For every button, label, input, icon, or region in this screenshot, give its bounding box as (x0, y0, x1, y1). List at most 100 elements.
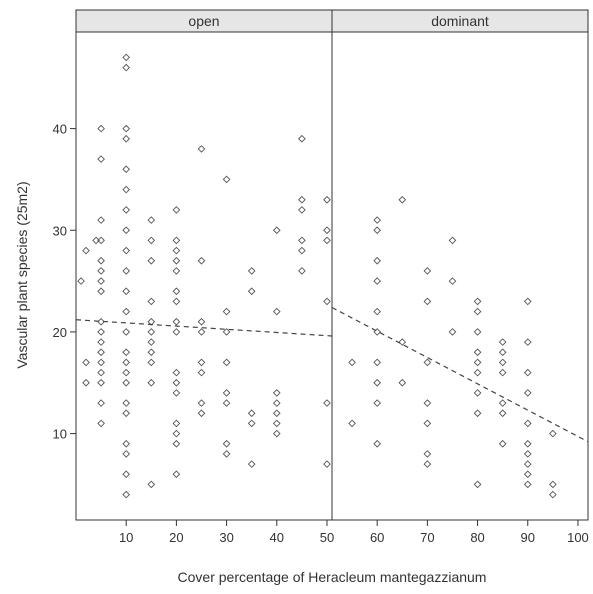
data-point (373, 307, 382, 316)
x-axis-label: Cover percentage of Heracleum mantegazzi… (178, 569, 487, 585)
data-point (172, 378, 181, 387)
data-point (323, 226, 331, 235)
data-point (122, 287, 131, 296)
data-point (172, 267, 181, 275)
data-point (222, 307, 231, 316)
data-point (97, 216, 105, 224)
data-point (122, 307, 131, 316)
data-point (222, 399, 231, 407)
data-point (122, 124, 131, 133)
data-point (523, 439, 532, 448)
data-point (423, 450, 432, 458)
data-point (348, 419, 356, 428)
y-tick-label: 40 (53, 122, 67, 137)
x-tick-label: 60 (370, 530, 384, 545)
data-point (498, 368, 507, 377)
y-tick-label: 30 (53, 223, 67, 238)
data-point (473, 368, 482, 377)
data-point (423, 419, 432, 428)
data-point (523, 460, 532, 468)
data-point (222, 389, 231, 397)
data-point (97, 348, 105, 357)
data-point (122, 328, 131, 336)
data-point (197, 145, 206, 153)
data-point (147, 358, 156, 367)
data-point (423, 267, 432, 275)
data-point (323, 195, 331, 204)
data-point (172, 429, 181, 438)
data-point (523, 470, 532, 479)
data-point (298, 206, 306, 214)
data-point (172, 470, 181, 479)
data-point (122, 267, 131, 275)
data-point (423, 399, 432, 407)
data-point (147, 378, 156, 387)
data-point (323, 297, 331, 306)
data-point (122, 450, 131, 458)
data-point (323, 236, 331, 245)
data-point (82, 246, 90, 255)
data-point (172, 236, 181, 245)
data-point (97, 358, 105, 367)
data-point (549, 490, 557, 499)
data-point (172, 256, 181, 265)
data-point (97, 155, 105, 163)
data-point (373, 439, 382, 448)
data-point (197, 368, 206, 377)
data-point (323, 399, 331, 407)
data-point (172, 328, 181, 336)
data-point (122, 470, 131, 479)
data-point (247, 419, 256, 428)
data-point (82, 378, 90, 387)
data-point (373, 358, 382, 367)
data-point (172, 206, 181, 214)
data-point (122, 399, 131, 407)
data-point (147, 216, 156, 224)
data-point (122, 409, 131, 418)
panel-frame-open (75, 31, 333, 521)
data-point (523, 450, 532, 458)
data-point (77, 277, 85, 285)
data-point (498, 358, 507, 367)
data-point (373, 277, 382, 285)
data-point (373, 256, 382, 265)
data-point (97, 399, 105, 407)
y-axis-label: Vascular plant species (25m2) (14, 181, 30, 368)
data-point (122, 246, 131, 255)
data-point (523, 419, 532, 428)
data-point (122, 226, 131, 235)
data-point (448, 328, 457, 336)
x-tick-label: 40 (270, 530, 284, 545)
data-point (122, 368, 131, 377)
data-point (473, 307, 482, 316)
data-point (147, 297, 156, 306)
data-point (222, 175, 231, 184)
data-point (97, 328, 105, 336)
data-point (298, 267, 306, 275)
y-tick-label: 20 (53, 325, 67, 340)
data-point (272, 307, 281, 316)
data-point (97, 236, 105, 245)
data-point (122, 378, 131, 387)
data-point (97, 419, 105, 428)
data-point (247, 409, 256, 418)
data-point (272, 399, 281, 407)
data-point (97, 277, 105, 285)
data-point (122, 185, 131, 194)
data-point (298, 236, 306, 245)
data-point (172, 368, 181, 377)
data-point (82, 358, 90, 367)
data-point (398, 338, 407, 346)
data-point (147, 236, 156, 245)
x-tick-label: 20 (169, 530, 183, 545)
data-point (373, 399, 382, 407)
data-point (398, 195, 407, 204)
data-point (498, 409, 507, 418)
data-point (197, 358, 206, 367)
panel-open: open 10 20 30 40 50 (75, 9, 334, 545)
data-point (523, 297, 532, 306)
data-point (473, 480, 482, 489)
data-point (247, 460, 256, 468)
data-point (323, 460, 331, 468)
data-point (549, 480, 557, 489)
